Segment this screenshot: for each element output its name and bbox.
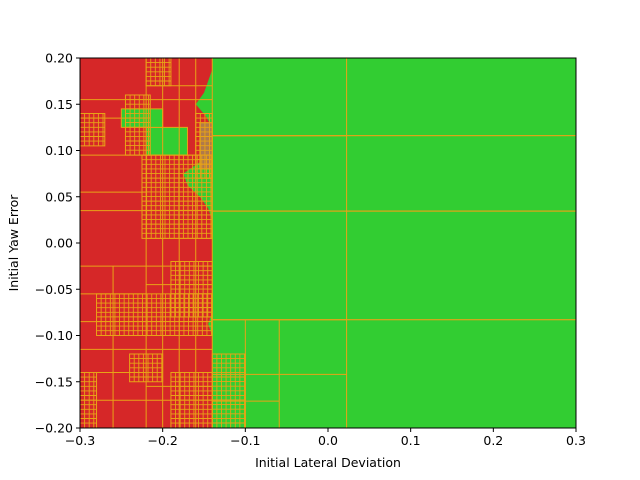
region-cell [211, 135, 577, 212]
x-tick-label: 0.0 [318, 433, 338, 448]
y-tick-label: 0.20 [45, 51, 73, 66]
y-tick-label: −0.20 [35, 421, 73, 436]
y-tick-label: −0.15 [35, 374, 73, 389]
y-axis-label: Initial Yaw Error [6, 194, 21, 292]
fine-cell-grid [170, 261, 213, 318]
x-tick-label: −0.1 [230, 433, 260, 448]
fine-cell-grid [129, 353, 164, 383]
y-tick-label: −0.05 [35, 282, 73, 297]
y-axis: 0.20 0.15 0.10 0.05 0.00 −0.05 −0.10 −0.15 −0.20 [35, 51, 80, 436]
plot-area [79, 57, 577, 429]
x-tick-label: 0.3 [566, 433, 586, 448]
x-tick-label: −0.3 [65, 433, 95, 448]
region-cell [211, 210, 577, 321]
region-cell [145, 126, 188, 156]
fine-cell-grid [211, 353, 246, 429]
y-tick-label: 0.15 [45, 97, 73, 112]
fine-cell-frame [124, 94, 151, 156]
fine-cell-grid [79, 113, 106, 147]
y-tick-label: 0.00 [45, 236, 73, 251]
y-tick-label: 0.10 [45, 143, 73, 158]
fine-cell-grid [96, 293, 213, 336]
x-axis-label: Initial Lateral Deviation [255, 455, 401, 470]
x-axis: −0.3 −0.2 −0.1 0.0 0.1 0.2 0.3 [65, 428, 586, 448]
x-tick-label: 0.2 [483, 433, 503, 448]
x-tick-label: 0.1 [401, 433, 421, 448]
fine-cell-grid [195, 113, 213, 179]
y-tick-label: −0.10 [35, 328, 73, 343]
y-tick-label: 0.05 [45, 189, 73, 204]
region-cell [211, 57, 577, 137]
fine-cell-grid [124, 94, 151, 156]
fine-cell-grid [170, 372, 213, 429]
x-tick-label: −0.2 [147, 433, 177, 448]
